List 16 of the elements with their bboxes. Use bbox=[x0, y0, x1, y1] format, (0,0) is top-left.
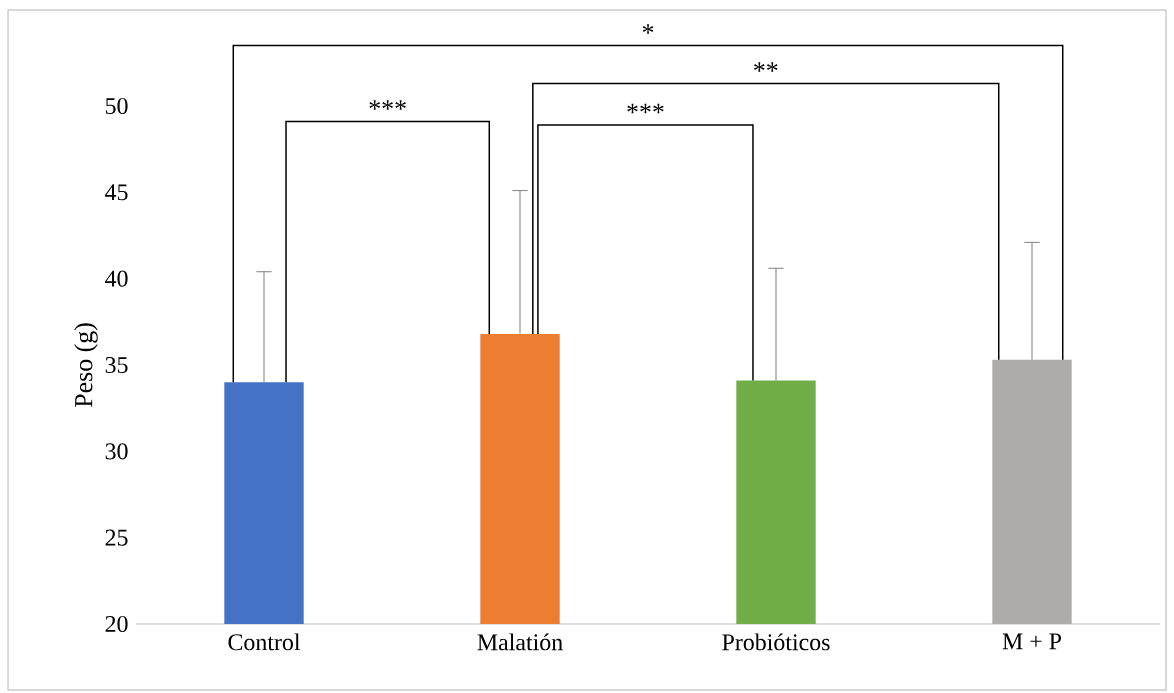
y-tick-label: 40 bbox=[105, 270, 128, 287]
x-tick-label: M + P bbox=[1002, 633, 1062, 650]
x-tick-label: Malatión bbox=[477, 633, 563, 651]
y-tick-label: 35 bbox=[105, 356, 128, 374]
y-axis-title: Peso (g) bbox=[74, 323, 98, 408]
y-tick-label: 20 bbox=[105, 615, 128, 633]
y-tick-label: 25 bbox=[105, 529, 128, 546]
annotation: *** bbox=[369, 100, 406, 110]
y-tick-label: 45 bbox=[105, 184, 128, 201]
text: * bbox=[642, 24, 654, 34]
x-tick-label: Probióticos bbox=[722, 633, 830, 651]
text: ** bbox=[754, 62, 778, 72]
annotation: *** bbox=[627, 103, 664, 114]
x-tick-label: Control bbox=[228, 633, 301, 651]
y-tick-label: 50 bbox=[105, 97, 128, 115]
y-tick-label: 30 bbox=[105, 443, 128, 460]
